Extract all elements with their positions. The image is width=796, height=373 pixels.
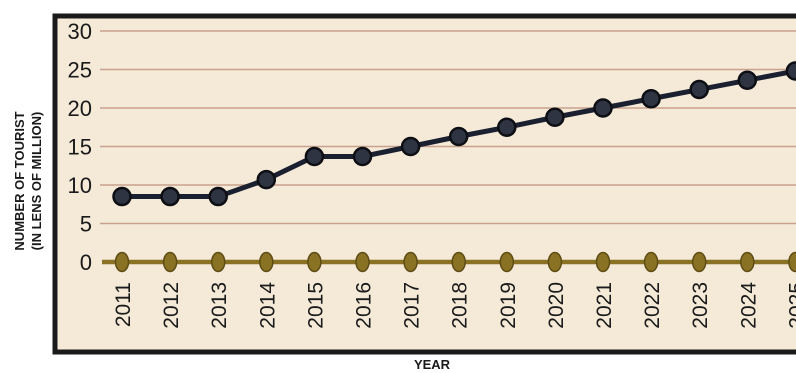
x-tick-label: 2014 — [256, 282, 279, 329]
plot-area — [52, 13, 796, 355]
series-1-point — [304, 146, 325, 167]
series-1-point — [689, 79, 709, 100]
series-2-point — [499, 251, 515, 273]
y-tick-label: 30 — [68, 19, 92, 44]
series-2 — [102, 251, 796, 273]
x-tick-label: 2016 — [353, 282, 376, 329]
series-2-point — [307, 251, 322, 273]
y-tick-label: 10 — [68, 173, 92, 198]
series-2-point — [691, 251, 707, 273]
x-tick-label: 2021 — [593, 282, 616, 329]
x-tick-label: 2024 — [737, 282, 760, 329]
y-tick-label: 25 — [68, 58, 92, 83]
x-tick-label: 2025 — [785, 282, 796, 329]
series-2-point — [547, 251, 563, 273]
series-2-point — [740, 251, 755, 273]
series-1-point — [208, 186, 228, 207]
x-tick-labels: 2011 2012 2013 2014 2015 2016 2017 2018 2019 2020… — [112, 282, 796, 329]
series-2-point — [355, 251, 370, 273]
series-1-point — [160, 186, 180, 207]
x-tick-label: 2012 — [160, 282, 183, 329]
series-layer — [102, 61, 796, 273]
grid-lines — [100, 30, 796, 225]
x-tick-label: 2017 — [401, 282, 424, 329]
x-tick-label: 2022 — [641, 282, 664, 329]
series-1-point — [400, 136, 421, 157]
x-tick-label: 2019 — [497, 282, 520, 329]
series-1-point — [448, 126, 469, 147]
series-2-point — [259, 251, 274, 273]
x-tick-label: 2013 — [208, 282, 231, 329]
series-2-point — [114, 251, 130, 273]
y-tick-label: 15 — [68, 135, 92, 160]
series-1-point — [641, 89, 661, 109]
series-1-point — [785, 61, 796, 81]
series-1 — [112, 61, 796, 207]
series-1-point — [112, 186, 132, 207]
series-2-point — [595, 251, 611, 273]
x-tick-label: 2015 — [304, 282, 327, 329]
series-2-point — [210, 251, 226, 273]
series-2-point — [788, 251, 796, 273]
x-tick-label: 2020 — [545, 282, 568, 329]
series-1-point — [352, 146, 373, 167]
y-tick-label: 0 — [80, 250, 92, 275]
y-axis-label-line-1: NUMBER OF TOURIST — [12, 111, 27, 250]
series-2-point — [162, 251, 178, 273]
x-axis-label: YEAR — [414, 357, 451, 372]
y-tick-label: 5 — [80, 212, 92, 237]
series-2-point — [643, 251, 659, 273]
series-2-point — [451, 251, 466, 273]
x-tick-label: 2018 — [449, 282, 472, 329]
y-tick-labels: 0 5 10 15 20 25 30 — [68, 19, 92, 275]
y-axis-label-line-2: (IN LENS OF MILLION) — [29, 112, 44, 251]
series-1-point — [256, 169, 277, 190]
y-tick-label: 20 — [68, 96, 92, 121]
x-tick-label: 2023 — [689, 282, 712, 329]
series-1-point — [593, 98, 613, 118]
series-1-point — [497, 117, 517, 137]
series-1-point — [737, 70, 758, 91]
series-2-point — [403, 251, 418, 273]
x-tick-label: 2011 — [112, 282, 135, 327]
series-1-point — [545, 107, 565, 127]
